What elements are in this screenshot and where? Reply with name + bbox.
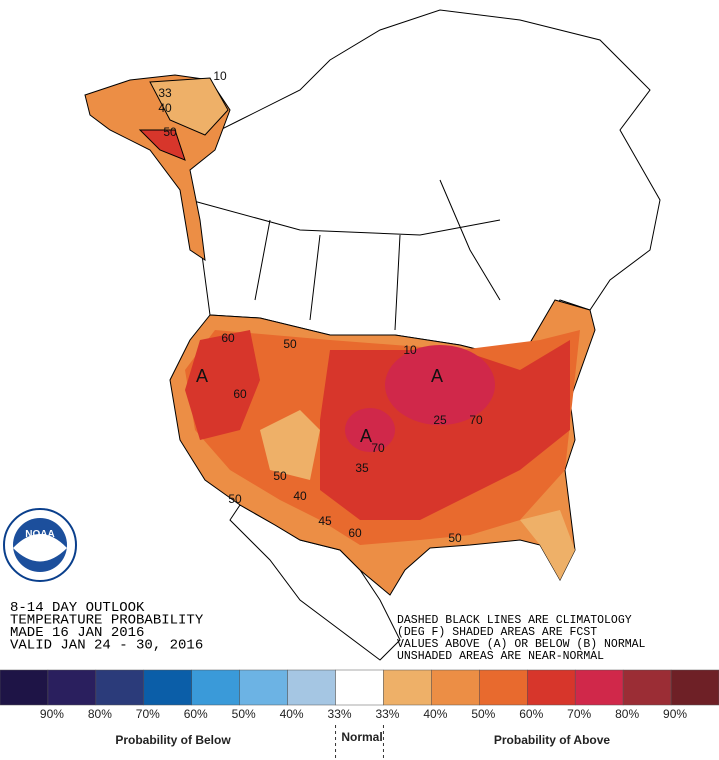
legend-label: 33% xyxy=(375,707,399,721)
legend-label: 33% xyxy=(328,707,352,721)
contour-label: 70 xyxy=(371,441,385,455)
legend-swatch xyxy=(143,669,192,706)
legend-swatch xyxy=(670,669,719,706)
logo-text: NOAA xyxy=(25,529,54,540)
contour-label: 40 xyxy=(293,489,307,503)
note-line: DASHED BLACK LINES ARE CLIMATOLOGY xyxy=(397,614,632,627)
legend-swatch xyxy=(191,669,240,706)
legend-swatch xyxy=(527,669,576,706)
legend-label: 50% xyxy=(471,707,495,721)
note-line: VALUES ABOVE (A) OR BELOW (B) NORMAL xyxy=(397,638,646,651)
noaa-logo: NOAA xyxy=(3,508,77,582)
contour-label: 10 xyxy=(403,343,417,357)
anomaly-marker: A xyxy=(360,426,372,446)
legend-label: 40% xyxy=(280,707,304,721)
contour-label: 50 xyxy=(228,492,242,506)
legend-swatch xyxy=(622,669,672,706)
contour-label: 50 xyxy=(163,125,177,139)
legend-label: 90% xyxy=(663,707,687,721)
legend-label: 70% xyxy=(567,707,591,721)
legend-swatch xyxy=(574,669,624,706)
anomaly-marker: A xyxy=(431,366,443,386)
contour-label: 40 xyxy=(158,101,172,115)
contour-label: 33 xyxy=(158,86,172,100)
outlook-line: 8-14 DAY OUTLOOK xyxy=(10,600,145,616)
legend-label: 60% xyxy=(184,707,208,721)
legend-label: 90% xyxy=(40,707,64,721)
anomaly-marker: A xyxy=(196,366,208,386)
legend-swatch xyxy=(239,669,288,706)
probability-shading xyxy=(185,330,580,580)
legend-swatch xyxy=(383,669,432,706)
legend-swatch xyxy=(479,669,528,706)
note-line: (DEG F) SHADED AREAS ARE FCST xyxy=(397,626,597,639)
contour-label: 60 xyxy=(233,387,247,401)
contour-label: 70 xyxy=(469,413,483,427)
contour-label: 35 xyxy=(355,461,369,475)
legend-swatch xyxy=(0,669,49,706)
legend-label: 80% xyxy=(615,707,639,721)
contour-label: 50 xyxy=(283,337,297,351)
legend-above-title: Probability of Above xyxy=(494,733,611,747)
contour-label: 10 xyxy=(213,69,227,83)
legend-label: 80% xyxy=(88,707,112,721)
legend-swatch xyxy=(287,669,336,706)
contour-label: 50 xyxy=(273,469,287,483)
legend-swatch xyxy=(335,669,384,706)
legend-label: 60% xyxy=(519,707,543,721)
legend-swatch xyxy=(47,669,97,706)
contour-label: 25 xyxy=(433,413,447,427)
contour-label: 60 xyxy=(221,331,235,345)
outlook-line: VALID JAN 24 - 30, 2016 xyxy=(10,638,203,654)
legend-swatch xyxy=(95,669,145,706)
outlook-line: TEMPERATURE PROBABILITY xyxy=(10,613,204,629)
note-line: UNSHADED AREAS ARE NEAR-NORMAL xyxy=(397,650,604,663)
legend-label: 70% xyxy=(136,707,160,721)
contour-label: 50 xyxy=(448,531,462,545)
contour-label: 60 xyxy=(348,526,362,540)
outlook-line: MADE 16 JAN 2016 xyxy=(10,625,144,641)
contour-label: 45 xyxy=(318,514,332,528)
legend-normal-title: Normal xyxy=(341,730,382,744)
legend-label: 50% xyxy=(232,707,256,721)
legend-below-title: Probability of Below xyxy=(115,733,231,747)
legend-swatch xyxy=(431,669,480,706)
legend-label: 40% xyxy=(423,707,447,721)
